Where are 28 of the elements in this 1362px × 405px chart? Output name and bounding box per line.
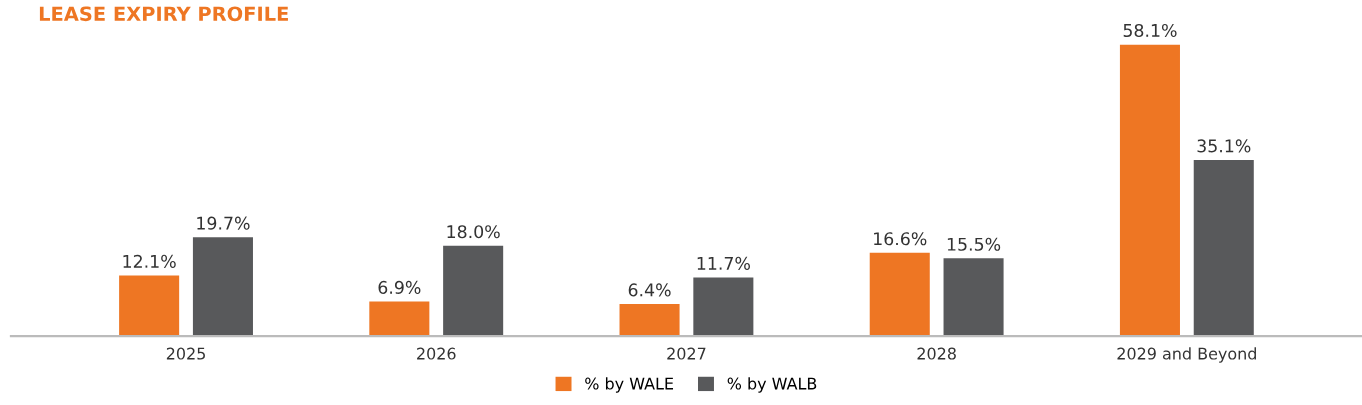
x-tick-label: 2028 — [917, 347, 956, 360]
bar — [1193, 159, 1254, 337]
data-label: 16.6% — [874, 232, 927, 246]
legend-label: % by WALE — [585, 377, 674, 393]
bar — [943, 258, 1004, 337]
bar — [192, 237, 253, 337]
data-label: 58.1% — [1123, 23, 1177, 38]
data-label: 6.4% — [628, 283, 671, 297]
bar — [619, 304, 680, 337]
data-label: 15.5% — [947, 237, 1001, 251]
data-label: 6.9% — [378, 280, 421, 294]
x-tick-label: 2027 — [667, 347, 706, 360]
x-tick-label: 2029 and Beyond — [1117, 347, 1256, 363]
data-label: 12.1% — [123, 254, 176, 268]
data-label: 19.7% — [197, 216, 250, 230]
data-label: 11.7% — [697, 256, 750, 270]
bar — [443, 245, 504, 337]
bar — [369, 301, 430, 337]
legend-label: % by WALB — [727, 377, 817, 393]
bar — [693, 277, 754, 337]
bar — [119, 275, 180, 337]
data-label: 35.1% — [1197, 139, 1251, 153]
bar — [869, 252, 930, 337]
chart-title: LEASE EXPIRY PROFILE — [39, 6, 288, 22]
x-tick-label: 2026 — [417, 347, 456, 360]
bar — [1119, 44, 1180, 337]
data-label: 18.0% — [447, 225, 500, 239]
x-tick-label: 2025 — [166, 347, 205, 360]
